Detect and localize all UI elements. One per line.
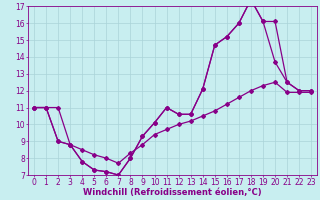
X-axis label: Windchill (Refroidissement éolien,°C): Windchill (Refroidissement éolien,°C) xyxy=(83,188,262,197)
